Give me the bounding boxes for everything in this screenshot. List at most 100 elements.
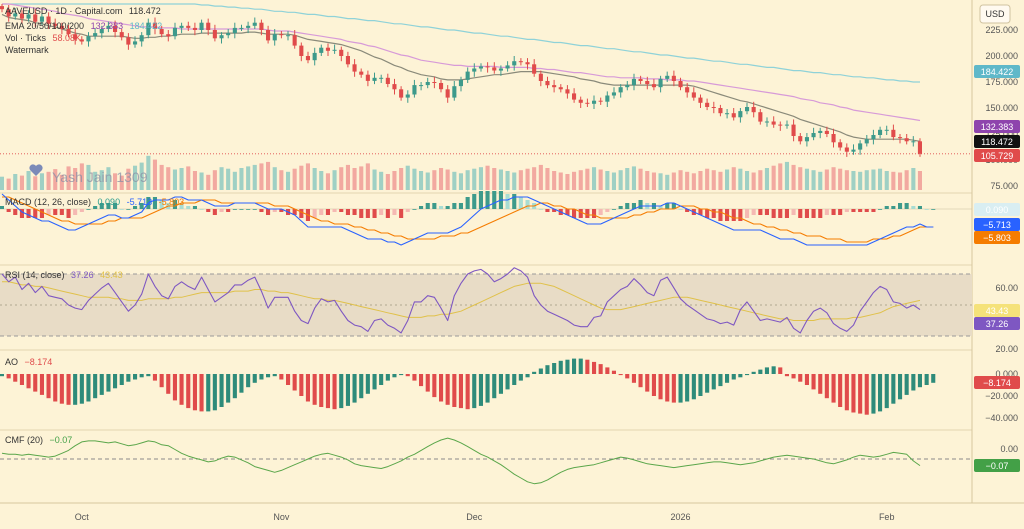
candle-body <box>359 71 364 75</box>
ao-bar <box>73 374 78 405</box>
volume-bar <box>73 168 78 190</box>
macd-value-signal: -5.803 <box>159 197 185 207</box>
volume-bar <box>432 170 437 190</box>
macd-histogram-bar <box>631 203 636 209</box>
candle-body <box>199 22 204 30</box>
candle-body <box>831 134 836 143</box>
ao-bar <box>239 374 244 393</box>
macd-histogram-bar <box>878 209 883 210</box>
macd-tag-hist: 0.090 <box>974 203 1020 216</box>
macd-histogram-bar <box>778 209 783 218</box>
volume-bar <box>611 172 616 190</box>
volume-bar <box>232 171 237 190</box>
ao-bar <box>53 374 58 402</box>
macd-histogram-bar <box>159 200 164 209</box>
ao-bar <box>924 374 929 385</box>
volume-bar <box>206 174 211 190</box>
candle-body <box>239 27 244 29</box>
candle-body <box>738 111 743 118</box>
macd-histogram-bar <box>212 209 217 215</box>
ao-bar <box>26 374 31 389</box>
macd-histogram-bar <box>685 209 690 212</box>
macd-histogram-bar <box>405 209 410 212</box>
rsi-tick: 60.00 <box>995 283 1018 293</box>
macd-histogram-bar <box>545 209 550 212</box>
volume-bar <box>545 168 550 190</box>
ao-bar <box>66 374 71 405</box>
rsi-line <box>1 267 921 334</box>
ao-bar <box>472 374 477 409</box>
ao-bar <box>911 374 916 391</box>
volume-bar <box>478 167 483 190</box>
candle-body <box>884 129 889 131</box>
candle-body <box>66 29 71 35</box>
macd-histogram-bar <box>126 209 131 210</box>
macd-signal-line <box>2 196 934 243</box>
ao-bar <box>558 360 563 374</box>
volume-bar <box>784 161 789 190</box>
volume-bar <box>166 167 171 190</box>
volume-bar <box>425 172 430 190</box>
rsi-legend: RSI (14, close) 37.26 43.43 <box>5 270 123 280</box>
currency-button[interactable]: USD <box>979 4 1011 24</box>
volume-bar <box>146 155 151 190</box>
macd-histogram-bar <box>784 209 789 218</box>
volume-bar <box>798 167 803 190</box>
candle-body <box>332 49 337 51</box>
ao-bar <box>199 374 204 412</box>
ao-bar <box>192 374 197 411</box>
ao-bar <box>638 374 643 388</box>
ao-bar <box>831 374 836 403</box>
price-tag-ema100: 184.422 <box>974 65 1020 78</box>
macd-tag-signal: −5.803 <box>974 231 1020 244</box>
ao-bar <box>286 374 291 385</box>
macd-histogram-bar <box>478 191 483 209</box>
candle-body <box>665 75 670 79</box>
ao-bar <box>119 374 124 385</box>
volume-bar <box>771 165 776 190</box>
volume-bar <box>299 165 304 190</box>
volume-bar <box>46 171 51 190</box>
candle-body <box>146 22 151 36</box>
macd-histogram-bar <box>698 209 703 215</box>
macd-histogram-bar <box>46 209 51 215</box>
time-axis[interactable]: OctNovDec2026FebMar <box>75 512 1024 522</box>
volume-bar <box>831 167 836 190</box>
candle-body <box>412 85 417 95</box>
macd-histogram-bar <box>199 209 204 210</box>
ao-bar <box>871 374 876 414</box>
price-tick: 225.000 <box>985 25 1018 35</box>
ao-bar <box>133 374 138 380</box>
candle-body <box>372 77 377 81</box>
macd-histogram-bar <box>19 209 24 218</box>
ao-bar <box>645 374 650 392</box>
candle-body <box>891 129 896 138</box>
macd-tag-line: −5.713 <box>974 218 1020 231</box>
candle-body <box>751 107 756 113</box>
macd-histogram-bar <box>113 203 118 209</box>
candle-body <box>878 129 883 135</box>
candle-body <box>305 56 310 61</box>
ao-bar <box>498 374 503 394</box>
ao-bar <box>565 359 570 374</box>
price-tag-text: 132.383 <box>981 122 1014 132</box>
ao-bar <box>818 374 823 394</box>
volume-bar <box>492 168 497 190</box>
cmf-tag: −0.07 <box>974 459 1020 472</box>
macd-histogram-bar <box>818 209 823 218</box>
ao-tick: −20.000 <box>985 391 1018 401</box>
ao-bar <box>399 374 404 376</box>
ao-bar <box>611 370 616 374</box>
ao-bar <box>365 374 370 394</box>
volume-bar <box>246 166 251 190</box>
macd-label: MACD (12, 26, close) <box>5 197 91 207</box>
candle-body <box>279 34 284 36</box>
candle-body <box>399 89 404 98</box>
ao-bar <box>592 361 597 374</box>
volume-bar <box>66 166 71 190</box>
candle-body <box>838 142 843 148</box>
volume-bar <box>778 163 783 190</box>
macd-histogram-bar <box>518 197 523 209</box>
candle-body <box>851 149 856 152</box>
